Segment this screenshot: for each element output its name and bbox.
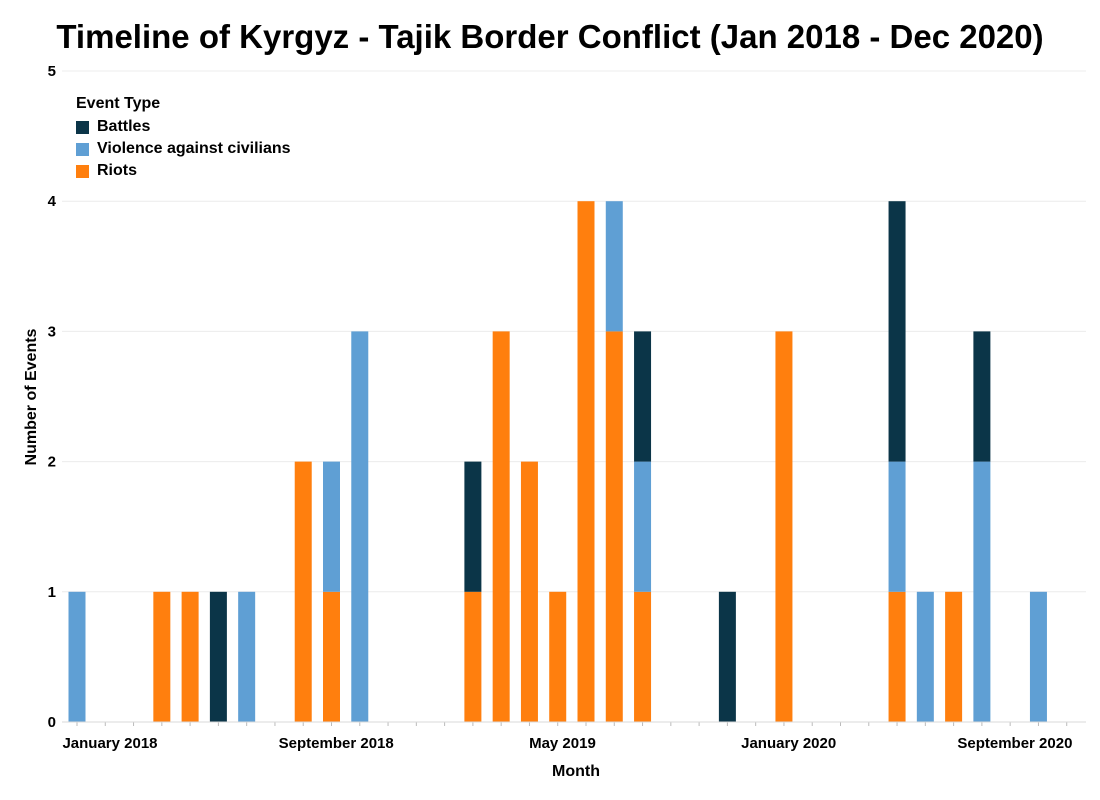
y-tick-label: 1 — [48, 584, 56, 601]
legend-label: Riots — [97, 162, 137, 179]
bar-segment — [323, 591, 340, 722]
y-tick-label: 4 — [48, 193, 57, 210]
bar-segment — [492, 331, 510, 722]
legend-label: Violence against civilians — [97, 140, 291, 157]
legend-items: Battles Violence against civilians Riots — [76, 116, 291, 182]
bar-segment — [68, 591, 86, 722]
chart-title: Timeline of Kyrgyz - Tajik Border Confli… — [56, 18, 1044, 55]
y-tick-label: 3 — [48, 323, 56, 340]
y-tick-label: 5 — [48, 63, 56, 80]
x-tick-label: September 2020 — [957, 735, 1072, 752]
bar-segment — [153, 591, 171, 722]
legend-item: Riots — [76, 160, 291, 182]
y-tick-label: 0 — [48, 714, 56, 731]
bar-segment — [351, 331, 369, 722]
bar-segment — [464, 591, 482, 722]
bar-segment — [577, 201, 595, 722]
bar-segment — [605, 201, 623, 332]
legend-item: Battles — [76, 116, 291, 138]
bar-segment — [973, 331, 991, 462]
bar-segment — [888, 461, 906, 592]
bar-segment — [181, 591, 199, 722]
bar-segment — [1029, 591, 1047, 722]
bar-segment — [209, 591, 227, 722]
x-tick-label: September 2018 — [279, 735, 394, 752]
bar-segment — [718, 591, 736, 722]
legend-title: Event Type — [76, 95, 161, 112]
legend-label: Battles — [97, 118, 151, 135]
legend: Event Type Battles Violence against civil… — [76, 95, 291, 182]
x-tick-label: January 2018 — [62, 735, 157, 752]
bar-segment — [464, 461, 482, 592]
x-axis-ticks: January 2018 September 2018 May 2019 Januar… — [62, 722, 1072, 752]
bar-segment — [520, 461, 538, 722]
bar-segment — [888, 201, 906, 462]
y-axis-ticks: 0 1 2 3 4 5 — [48, 63, 57, 731]
x-axis-label: Month — [552, 763, 600, 780]
bar-segment — [323, 461, 340, 592]
legend-item: Violence against civilians — [76, 138, 291, 160]
bar-segment — [549, 591, 567, 722]
bars — [68, 201, 1047, 722]
legend-swatch — [76, 120, 89, 134]
bar-segment — [605, 331, 623, 722]
x-tick-label: May 2019 — [529, 735, 596, 752]
bar-segment — [775, 331, 793, 722]
bar-segment — [888, 591, 906, 722]
legend-swatch — [76, 142, 89, 156]
bar-segment — [634, 461, 652, 592]
bar-segment — [916, 591, 934, 722]
bar-segment — [238, 591, 256, 722]
bar-segment — [973, 461, 991, 722]
bar-segment — [634, 591, 652, 722]
bar-segment — [294, 461, 312, 722]
bar-segment — [945, 591, 963, 722]
legend-swatch — [76, 164, 89, 178]
x-tick-label: January 2020 — [741, 735, 836, 752]
bar-segment — [634, 331, 652, 462]
y-axis-label: Number of Events — [23, 328, 40, 465]
y-tick-label: 2 — [48, 454, 56, 471]
